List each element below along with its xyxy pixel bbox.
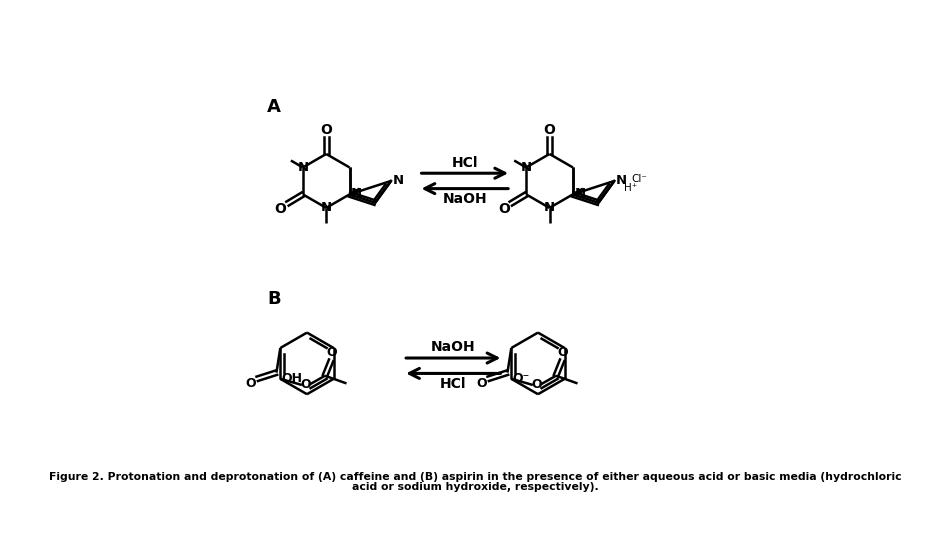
Text: O: O — [245, 377, 255, 390]
Text: O: O — [320, 123, 332, 137]
Text: O: O — [300, 378, 311, 392]
Text: N: N — [574, 187, 585, 200]
Text: HCl: HCl — [439, 377, 466, 391]
Text: acid or sodium hydroxide, respectively).: acid or sodium hydroxide, respectively). — [352, 482, 598, 492]
Text: HCl: HCl — [451, 156, 477, 170]
Text: O: O — [326, 346, 337, 359]
Text: Cl⁻: Cl⁻ — [630, 174, 646, 184]
Text: O: O — [543, 123, 555, 137]
Text: N: N — [520, 161, 531, 174]
Text: NaOH: NaOH — [442, 193, 487, 206]
Text: O: O — [498, 202, 509, 216]
Text: A: A — [267, 98, 281, 116]
Text: H⁺: H⁺ — [624, 183, 637, 193]
Text: NaOH: NaOH — [430, 340, 475, 354]
Text: O⁻: O⁻ — [512, 372, 529, 386]
Text: O: O — [476, 377, 486, 390]
Text: O: O — [531, 378, 541, 392]
Text: O: O — [274, 202, 286, 216]
Text: B: B — [267, 291, 280, 309]
Text: OH: OH — [281, 372, 302, 386]
Text: Figure 2. Protonation and deprotonation of (A) caffeine and (B) aspirin in the p: Figure 2. Protonation and deprotonation … — [49, 472, 901, 482]
Text: N: N — [392, 175, 403, 187]
Text: N: N — [321, 201, 332, 214]
Text: N: N — [350, 187, 362, 200]
Text: N: N — [297, 161, 308, 174]
Text: N: N — [543, 201, 554, 214]
Text: O: O — [557, 346, 567, 359]
Text: N: N — [616, 175, 627, 187]
